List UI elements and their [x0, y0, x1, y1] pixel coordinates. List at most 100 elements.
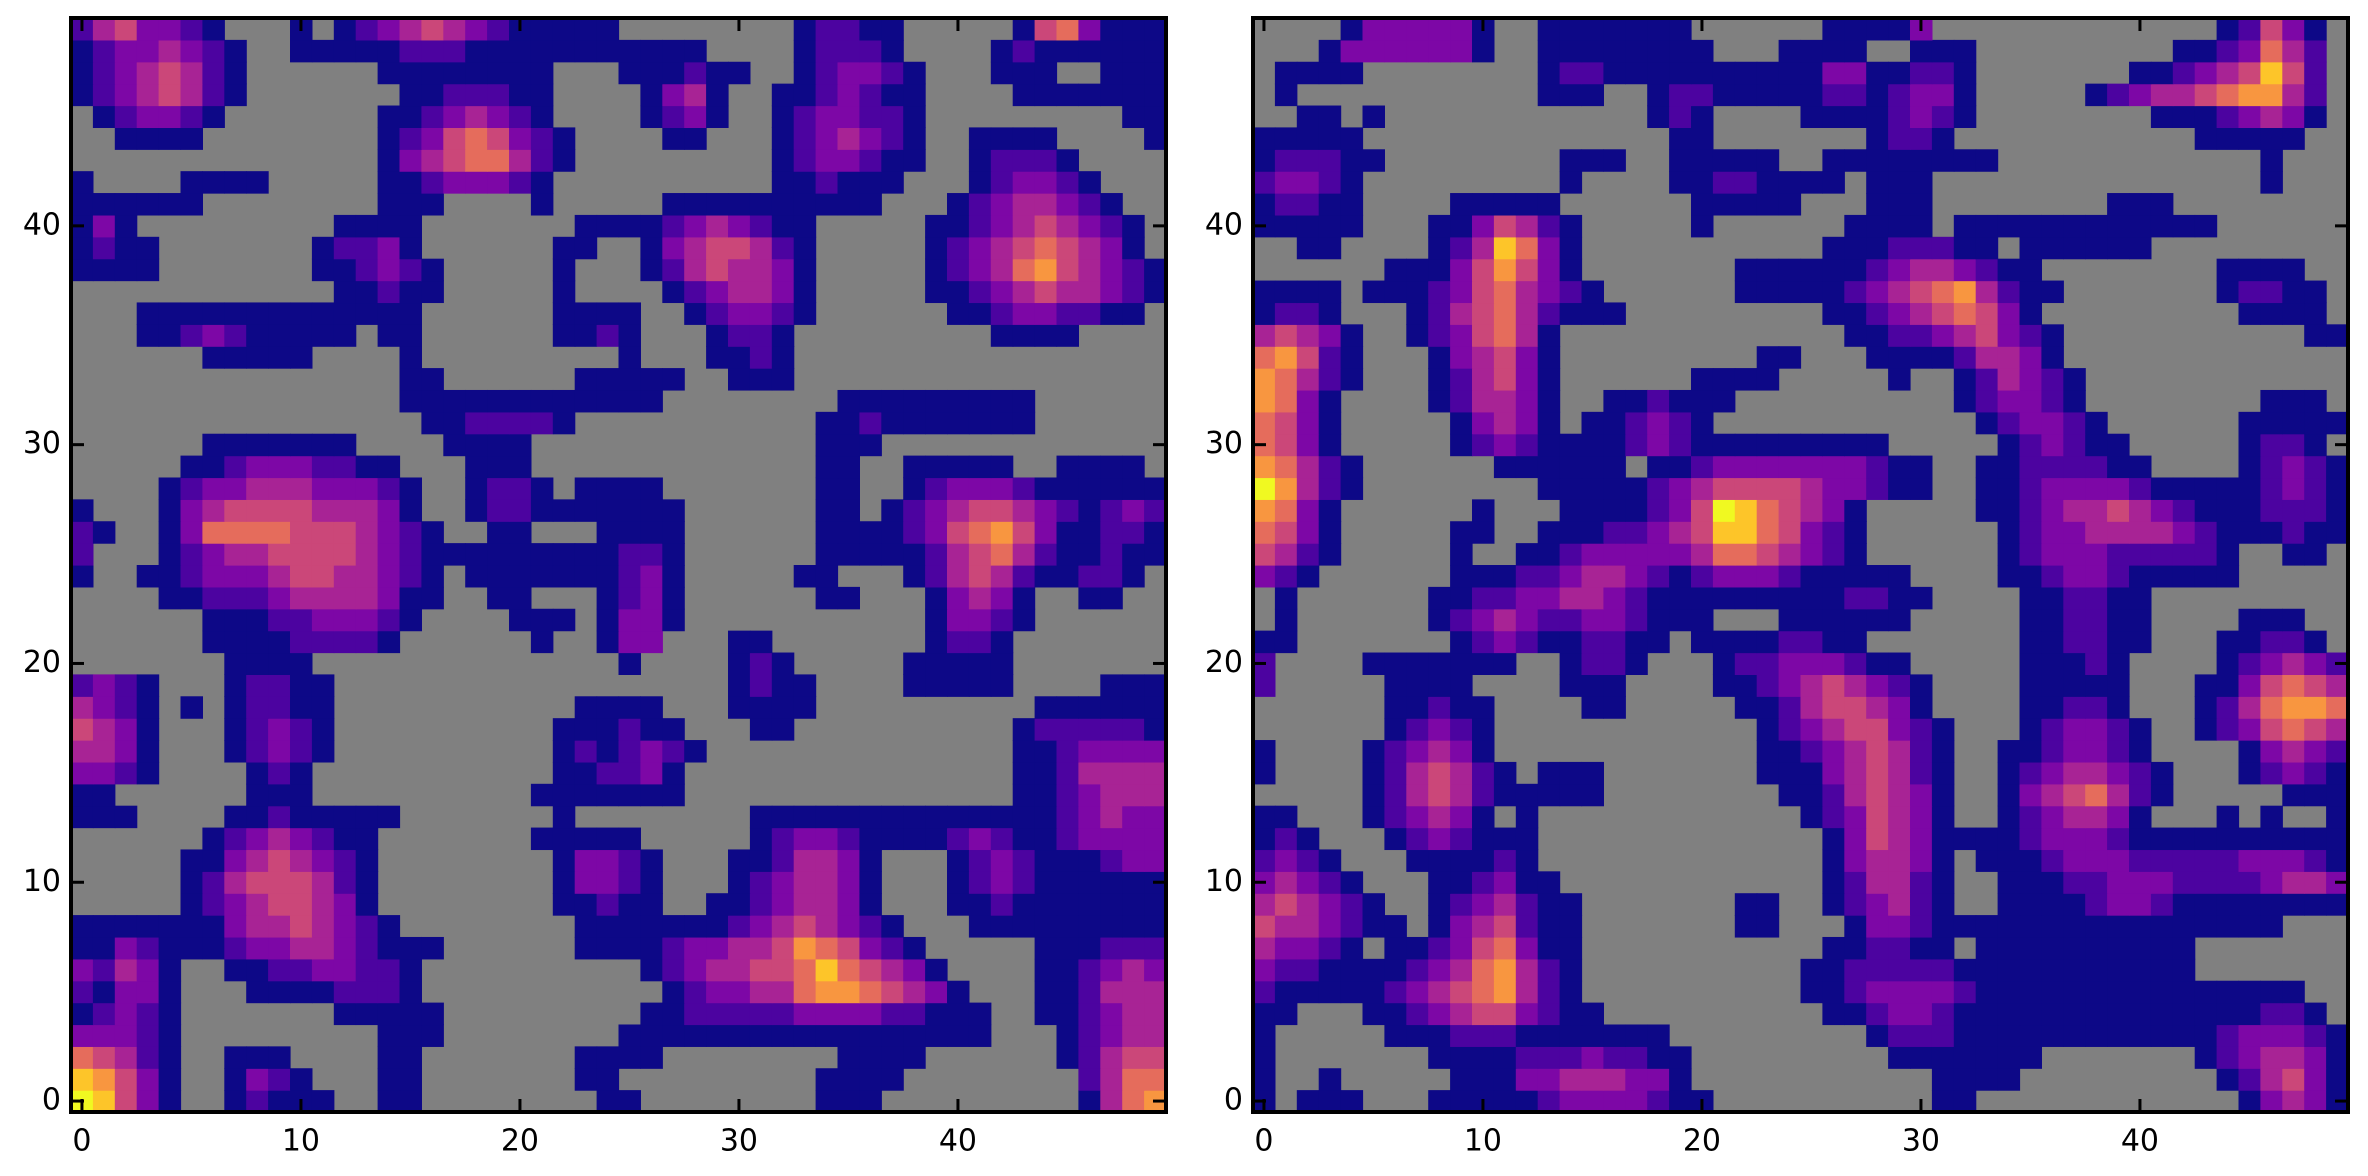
heatmap-cell — [2041, 346, 2064, 369]
heatmap-cell — [1318, 324, 1342, 347]
heatmap-cell — [224, 608, 247, 632]
heatmap-cell — [1253, 893, 1276, 916]
heatmap-cell — [1866, 915, 1889, 938]
heatmap-cell — [881, 83, 904, 107]
heatmap-cell — [1559, 783, 1583, 807]
heatmap-cell — [2085, 1002, 2108, 1026]
heatmap-cell — [202, 39, 225, 63]
heatmap-cell — [1078, 915, 1101, 938]
heatmap-cell — [640, 368, 663, 391]
heatmap-cell — [1274, 477, 1298, 500]
y-tick-label: 10 — [23, 864, 61, 899]
heatmap-cell — [1931, 1002, 1955, 1026]
heatmap-cell — [1734, 565, 1758, 588]
heatmap-cell — [1428, 740, 1451, 763]
heatmap-cell — [1493, 1046, 1517, 1069]
heatmap-cell — [2129, 630, 2152, 654]
heatmap-cell — [903, 127, 926, 150]
heatmap-cell — [1100, 39, 1123, 63]
heatmap-cell — [925, 608, 948, 632]
heatmap-cell — [1997, 346, 2021, 369]
heatmap-cell — [2238, 1068, 2261, 1091]
heatmap-cell — [355, 455, 379, 479]
heatmap-cell — [355, 849, 379, 872]
heatmap-cell — [2019, 346, 2042, 369]
heatmap-cell — [180, 565, 203, 588]
heatmap-cell — [1931, 280, 1955, 304]
heatmap-cell — [1493, 849, 1517, 872]
y-tick-label: 0 — [42, 1083, 61, 1118]
heatmap-cell — [1559, 958, 1583, 982]
heatmap-cell — [1537, 193, 1561, 216]
axes-frame — [69, 16, 1168, 1114]
heatmap-cell — [377, 958, 401, 982]
heatmap-cell — [136, 83, 160, 107]
heatmap-cell — [1515, 849, 1539, 872]
heatmap-cell — [530, 499, 554, 522]
heatmap-cell — [2063, 455, 2086, 479]
heatmap-cell — [2216, 1024, 2240, 1047]
heatmap-cell — [552, 871, 576, 894]
heatmap-cell — [2107, 477, 2130, 500]
heatmap-cell — [2041, 849, 2064, 872]
heatmap-cell — [1122, 718, 1145, 741]
heatmap-cell — [1910, 149, 1933, 172]
heatmap-cell — [1822, 499, 1845, 522]
heatmap-cell — [1537, 477, 1561, 500]
heatmap-cell — [1712, 565, 1736, 588]
heatmap-cell — [596, 565, 620, 588]
heatmap-cell — [246, 171, 269, 194]
heatmap-cell — [2063, 893, 2086, 916]
heatmap-cell — [487, 499, 510, 522]
heatmap-cell — [837, 171, 860, 194]
heatmap-cell — [2304, 827, 2327, 851]
heatmap-cell — [246, 915, 269, 938]
heatmap-cell — [1734, 586, 1758, 610]
heatmap-cell — [333, 236, 357, 260]
heatmap-cell — [421, 586, 444, 610]
heatmap-cell — [1318, 1068, 1342, 1091]
heatmap-cell — [180, 936, 203, 960]
heatmap-cell — [1362, 652, 1385, 675]
heatmap-cell — [1822, 958, 1845, 982]
heatmap-cell — [2304, 893, 2327, 916]
heatmap-cell — [180, 893, 203, 916]
heatmap-cell — [1625, 652, 1648, 675]
heatmap-cell — [377, 61, 401, 85]
heatmap-cell — [1581, 61, 1604, 85]
heatmap-cell — [246, 433, 269, 457]
heatmap-cell — [2282, 740, 2305, 763]
heatmap-cell — [2282, 302, 2305, 325]
heatmap-cell — [2260, 630, 2283, 654]
heatmap-cell — [2194, 1002, 2218, 1026]
heatmap-cell — [246, 827, 269, 851]
heatmap-cell — [1844, 674, 1867, 697]
heatmap-cell — [2019, 1024, 2042, 1047]
heatmap-cell — [2194, 718, 2218, 741]
heatmap-cell — [1034, 236, 1058, 260]
heatmap-cell — [355, 280, 379, 304]
heatmap-cell — [1012, 827, 1036, 851]
heatmap-cell — [180, 83, 203, 107]
heatmap-cell — [2041, 368, 2064, 391]
heatmap-cell — [1078, 455, 1101, 479]
heatmap-cell — [399, 39, 422, 63]
heatmap-cell — [92, 805, 116, 829]
heatmap-cell — [1559, 630, 1583, 654]
heatmap-cell — [333, 586, 357, 610]
heatmap-cell — [355, 915, 379, 938]
heatmap-cell — [1493, 565, 1517, 588]
heatmap-cell — [2260, 1002, 2283, 1026]
heatmap-cell — [837, 521, 860, 544]
heatmap-cell — [377, 499, 401, 522]
heatmap-cell — [1953, 214, 1977, 238]
heatmap-cell — [1122, 83, 1145, 107]
heatmap-cell — [2238, 433, 2261, 457]
heatmap-cell — [1844, 936, 1867, 960]
heatmap-cell — [947, 477, 970, 500]
heatmap-cell — [2063, 915, 2086, 938]
heatmap-cell — [1625, 39, 1648, 63]
heatmap-cell — [2216, 39, 2240, 63]
heatmap-cell — [1428, 302, 1451, 325]
heatmap-cell — [1472, 324, 1495, 347]
